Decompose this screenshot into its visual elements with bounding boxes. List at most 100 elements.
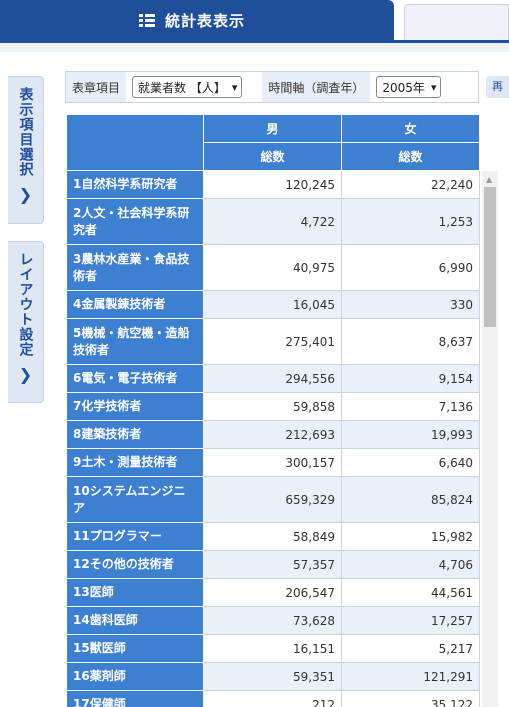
row-header: 10システムエンジニア	[66, 476, 204, 523]
cell-female-total: 35,122	[341, 690, 480, 707]
item-select-value: 就業者数 【人】	[138, 80, 226, 95]
time-select-label: 時間軸（調査年）	[262, 72, 371, 102]
table-scrollbar[interactable]: ▲	[482, 171, 498, 707]
cell-male-total: 212,693	[203, 420, 342, 449]
cell-female-total: 121,291	[341, 662, 480, 691]
side-tab-layout-label: レイアウト設定	[17, 252, 34, 357]
table-row: 11プログラマー 58,849 15,982	[66, 522, 480, 551]
side-tab-layout[interactable]: レイアウト設定 ❯	[8, 241, 44, 403]
redisplay-button[interactable]: 再	[486, 76, 509, 98]
cell-female-total: 330	[341, 290, 480, 319]
row-header: 12その他の技術者	[66, 550, 204, 579]
cell-male-total: 206,547	[203, 578, 342, 607]
row-header: 15獣医師	[66, 634, 204, 663]
table-row: 9土木・測量技術者 300,157 6,640	[66, 448, 480, 477]
tab-table-view-label: 統計表表示	[164, 11, 245, 30]
table-row: 7化学技術者 59,858 7,136	[66, 392, 480, 421]
row-header: 9土木・測量技術者	[66, 448, 204, 477]
statistics-table: 男 女 総数 総数 1自然科学系研究者 120,245 22,240 2人文・社会科学…	[66, 114, 480, 707]
cell-male-total: 4,722	[203, 198, 342, 245]
table-row: 1自然科学系研究者 120,245 22,240	[66, 170, 480, 199]
row-header: 6電気・電子技術者	[66, 364, 204, 393]
row-header: 4金属製錬技術者	[66, 290, 204, 319]
table-row: 14歯科医師 73,628 17,257	[66, 606, 480, 635]
table-body: 1自然科学系研究者 120,245 22,240 2人文・社会科学系研究者 4,722 1…	[66, 170, 480, 707]
chevron-down-icon: ▾	[430, 80, 437, 94]
item-select-label: 表章項目	[66, 72, 127, 102]
cell-female-total: 6,640	[341, 448, 480, 477]
side-tab-display-items[interactable]: 表示項目選択 ❯	[8, 76, 44, 224]
table-row: 16薬剤師 59,351 121,291	[66, 662, 480, 691]
statistics-table-container: 男 女 総数 総数 1自然科学系研究者 120,245 22,240 2人文・社会科学…	[66, 114, 480, 707]
row-header: 14歯科医師	[66, 606, 204, 635]
time-select-value: 2005年	[382, 80, 425, 95]
cell-female-total: 4,706	[341, 550, 480, 579]
cell-female-total: 7,136	[341, 392, 480, 421]
cell-male-total: 120,245	[203, 170, 342, 199]
cell-female-total: 22,240	[341, 170, 480, 199]
table-grid-icon	[138, 13, 155, 27]
table-row: 8建築技術者 212,693 19,993	[66, 420, 480, 449]
cell-male-total: 16,045	[203, 290, 342, 319]
cell-male-total: 59,858	[203, 392, 342, 421]
cell-male-total: 59,351	[203, 662, 342, 691]
chevron-right-icon: ❯	[18, 365, 33, 384]
cell-female-total: 85,824	[341, 476, 480, 523]
scroll-up-icon[interactable]: ▲	[486, 175, 493, 184]
cell-female-total: 5,217	[341, 634, 480, 663]
row-header: 1自然科学系研究者	[66, 170, 204, 199]
chevron-right-icon: ❯	[18, 185, 33, 204]
table-row: 15獣医師 16,151 5,217	[66, 634, 480, 663]
cell-female-total: 15,982	[341, 522, 480, 551]
cell-female-total: 17,257	[341, 606, 480, 635]
table-row: 2人文・社会科学系研究者 4,722 1,253	[66, 198, 480, 245]
cell-male-total: 212	[203, 690, 342, 707]
table-row: 4金属製錬技術者 16,045 330	[66, 290, 480, 319]
row-header: 17保健師	[66, 690, 204, 707]
row-header: 16薬剤師	[66, 662, 204, 691]
time-select[interactable]: 2005年 ▾	[376, 76, 442, 98]
row-header: 7化学技術者	[66, 392, 204, 421]
cell-female-total: 6,990	[341, 244, 480, 291]
table-row: 6電気・電子技術者 294,556 9,154	[66, 364, 480, 393]
table-row: 17保健師 212 35,122	[66, 690, 480, 707]
table-row: 13医師 206,547 44,561	[66, 578, 480, 607]
cell-male-total: 659,329	[203, 476, 342, 523]
tab-secondary[interactable]	[404, 4, 509, 40]
cell-male-total: 294,556	[203, 364, 342, 393]
row-header: 3農林水産業・食品技術者	[66, 244, 204, 291]
cell-female-total: 1,253	[341, 198, 480, 245]
row-header: 11プログラマー	[66, 522, 204, 551]
table-row: 5機械・航空機・造船技術者 275,401 8,637	[66, 318, 480, 365]
scrollbar-thumb[interactable]	[484, 187, 496, 327]
cell-male-total: 275,401	[203, 318, 342, 365]
control-bar: 表章項目 就業者数 【人】 ▾ 時間軸（調査年） 2005年 ▾	[65, 71, 479, 103]
table-row: 10システムエンジニア 659,329 85,824	[66, 476, 480, 523]
row-header: 2人文・社会科学系研究者	[66, 198, 204, 245]
table-row: 3農林水産業・食品技術者 40,975 6,990	[66, 244, 480, 291]
sub-header-female-total: 総数	[341, 142, 480, 171]
sub-header-male-total: 総数	[203, 142, 342, 171]
col-header-female: 女	[341, 114, 480, 143]
cell-female-total: 19,993	[341, 420, 480, 449]
cell-male-total: 57,357	[203, 550, 342, 579]
col-header-male: 男	[203, 114, 342, 143]
cell-female-total: 44,561	[341, 578, 480, 607]
row-header: 13医師	[66, 578, 204, 607]
tab-bar: 統計表表示	[0, 0, 509, 43]
cell-male-total: 73,628	[203, 606, 342, 635]
cell-male-total: 40,975	[203, 244, 342, 291]
corner-header	[66, 114, 204, 171]
table-row: 12その他の技術者 57,357 4,706	[66, 550, 480, 579]
cell-male-total: 300,157	[203, 448, 342, 477]
tab-underline	[0, 40, 509, 43]
chevron-down-icon: ▾	[231, 80, 238, 94]
row-header: 8建築技術者	[66, 420, 204, 449]
cell-female-total: 9,154	[341, 364, 480, 393]
cell-female-total: 8,637	[341, 318, 480, 365]
row-header: 5機械・航空機・造船技術者	[66, 318, 204, 365]
item-select[interactable]: 就業者数 【人】 ▾	[132, 76, 243, 98]
cell-male-total: 16,151	[203, 634, 342, 663]
cell-male-total: 58,849	[203, 522, 342, 551]
tab-table-view[interactable]: 統計表表示	[0, 0, 394, 40]
